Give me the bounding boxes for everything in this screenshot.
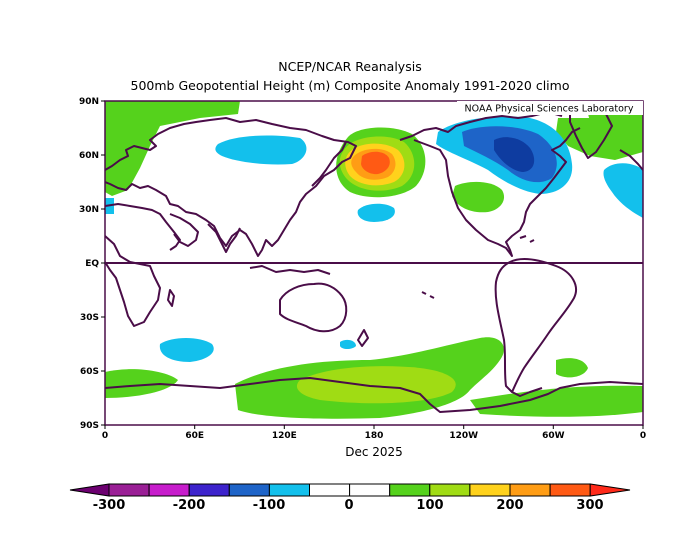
- colorbar-label: -300: [93, 498, 126, 513]
- colorbar-label: 200: [496, 498, 523, 513]
- lon-tick-label: 120E: [272, 431, 297, 441]
- colorbar-label: 300: [576, 498, 603, 513]
- coastline-europe-west: [619, 149, 643, 171]
- anomaly-cyan-tasman: [340, 339, 356, 349]
- colorbar-segment: [429, 483, 471, 497]
- coastline-south-america-tip: [511, 387, 543, 397]
- coastline-arabia: [169, 213, 199, 247]
- lat-tick-label: 60N: [79, 151, 99, 161]
- colorbar-segment: [469, 483, 511, 497]
- lat-tick-label: 60S: [80, 367, 99, 377]
- colorbar-segment: [148, 483, 190, 497]
- coastline-africa-north: [105, 203, 181, 251]
- anomaly-cyan-indian-ocean: [159, 338, 214, 362]
- coastline-japan-kamchatka: [311, 141, 347, 187]
- lon-tick-label: 120W: [449, 431, 478, 441]
- colorbar-label: -100: [253, 498, 286, 513]
- coastline-alaska: [399, 111, 563, 141]
- colorbar-segment: [509, 483, 551, 497]
- credit-text: NOAA Physical Sciences Laboratory: [465, 104, 634, 115]
- colorbar-segment: [389, 483, 431, 497]
- lat-tick-label: 30N: [79, 205, 99, 215]
- lon-tick-label: 60E: [185, 431, 204, 441]
- date-label: Dec 2025: [345, 445, 403, 459]
- colorbar-segment: [108, 483, 150, 497]
- anomaly-darkblue-north-america: [494, 137, 535, 172]
- colorbar-segment: [549, 483, 591, 497]
- coastline-africa: [105, 235, 161, 327]
- colorbar: [69, 483, 631, 497]
- lat-tick-label: 90N: [79, 97, 99, 107]
- lon-tick-label: 0: [102, 431, 108, 441]
- lon-tick-label: 60W: [542, 431, 565, 441]
- lon-tick-label: 0: [640, 431, 646, 441]
- anomaly-red-north-pacific: [361, 151, 390, 175]
- coastline-caribbean-islands: [421, 235, 535, 299]
- anomaly-green-south-pacific-blob: [556, 358, 588, 378]
- colorbar-segment: [309, 483, 351, 497]
- anomaly-green-south-atlantic: [105, 369, 178, 398]
- colorbar-arrow-left: [69, 483, 110, 497]
- lon-tick-label: 180: [365, 431, 384, 441]
- coastline-indonesia: [249, 265, 331, 275]
- lat-tick-label: EQ: [85, 259, 99, 269]
- coastline-new-zealand: [357, 329, 369, 347]
- anomaly-cyan-siberia: [215, 135, 307, 165]
- lat-tick-label: 30S: [80, 313, 99, 323]
- anomaly-cyan-atlantic: [603, 163, 643, 218]
- colorbar-segment: [228, 483, 270, 497]
- anomaly-fields: [105, 101, 643, 419]
- anomaly-green-arctic-europe: [105, 101, 240, 196]
- coastline-australia: [279, 282, 348, 333]
- coastline-madagascar: [167, 289, 175, 307]
- chart-subtitle: 500mb Geopotential Height (m) Composite …: [130, 78, 570, 93]
- anomaly-green-canada-gap: [452, 181, 505, 213]
- coastline-india: [207, 223, 241, 253]
- lat-tick-label: 90S: [80, 421, 99, 431]
- colorbar-label: 0: [344, 498, 353, 513]
- colorbar-segment: [188, 483, 230, 497]
- coastline-north-america: [413, 127, 581, 257]
- coastline-south-america: [494, 258, 577, 393]
- lat-axis: [101, 100, 105, 426]
- colorbar-label: -200: [173, 498, 206, 513]
- lon-axis: [104, 425, 644, 429]
- colorbar-segment: [268, 483, 310, 497]
- colorbar-label: 100: [416, 498, 443, 513]
- credit-box: [457, 101, 643, 115]
- colorbar-labels: -300 -200 -100 0 100 200 300: [93, 498, 604, 513]
- colorbar-arrow-right: [589, 483, 631, 497]
- coastline-eurasia: [105, 117, 357, 257]
- chart-title: NCEP/NCAR Reanalysis: [278, 59, 422, 74]
- coastlines: [105, 103, 643, 413]
- anomaly-cyan-western-pacific: [357, 203, 395, 222]
- colorbar-segment: [349, 483, 391, 497]
- anomaly-yellowgreen-southern-ocean: [296, 366, 456, 404]
- coastline-antarctica: [105, 377, 643, 413]
